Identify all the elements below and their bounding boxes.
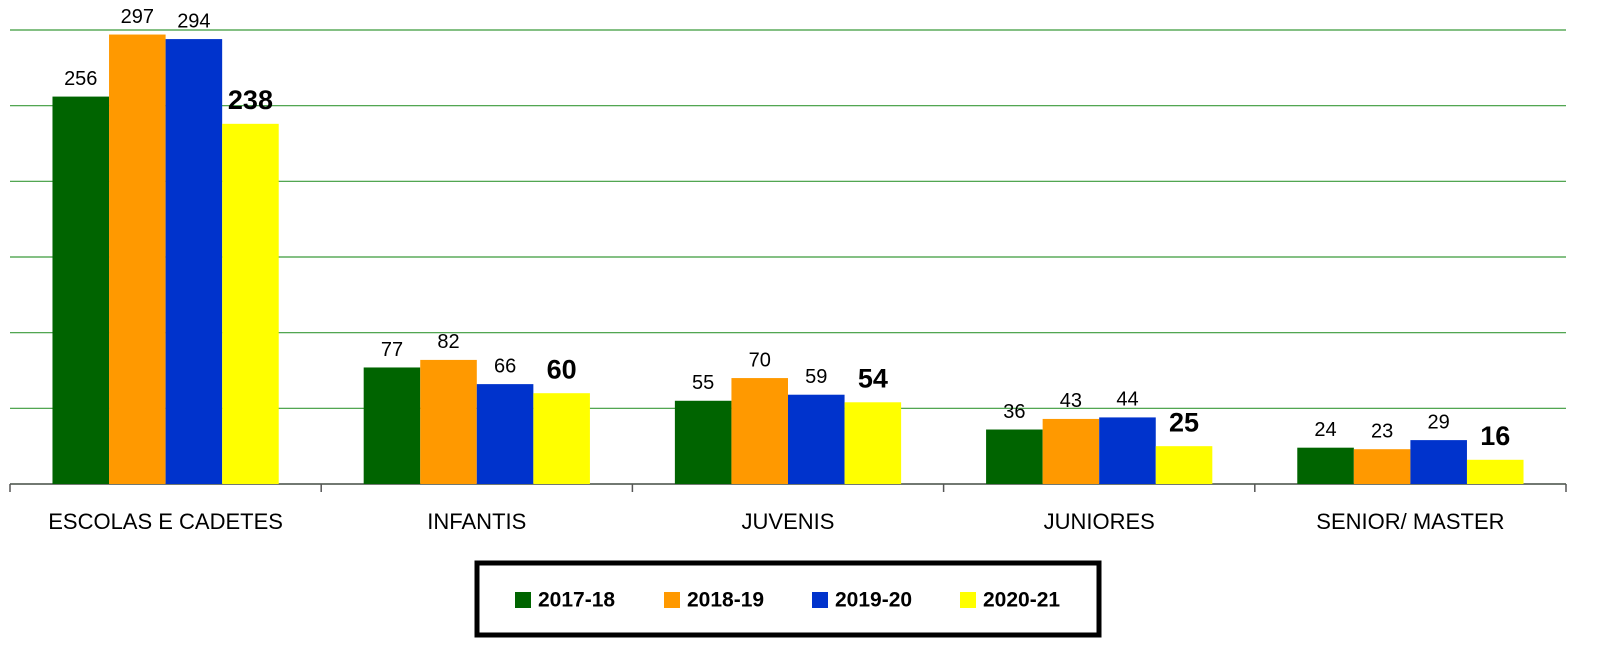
bar (1466, 459, 1524, 484)
legend-swatch (515, 592, 531, 608)
legend-label: 2019-20 (835, 589, 912, 612)
legend-box (474, 560, 1102, 638)
bar (1042, 418, 1100, 484)
legend-swatch (812, 592, 828, 608)
bar (1155, 446, 1213, 484)
data-label: 82 (437, 331, 459, 353)
data-label: 16 (1480, 421, 1510, 451)
legend-label: 2017-18 (538, 589, 615, 612)
bar (788, 394, 845, 484)
bar (533, 393, 590, 484)
data-label: 59 (805, 366, 827, 388)
data-label: 294 (177, 10, 210, 32)
data-label: 29 (1428, 411, 1450, 433)
legend-swatch (960, 592, 976, 608)
x-tick-label: SENIOR/ MASTER (1316, 509, 1504, 534)
bar (1099, 417, 1156, 484)
x-tick-label: INFANTIS (427, 509, 526, 534)
bar (109, 34, 166, 484)
data-label: 24 (1314, 419, 1336, 441)
bar (363, 367, 421, 484)
data-label: 23 (1371, 420, 1393, 442)
legend-swatch (664, 592, 680, 608)
data-label: 256 (64, 68, 97, 90)
data-label: 60 (547, 354, 577, 384)
bar (986, 429, 1043, 484)
bar (222, 123, 279, 485)
data-label: 238 (228, 85, 273, 115)
x-tick-label: ESCOLAS E CADETES (48, 509, 283, 534)
bar (1410, 440, 1467, 484)
bar (420, 359, 477, 484)
bar (165, 39, 223, 485)
data-label: 55 (692, 372, 714, 394)
data-label: 36 (1003, 401, 1025, 423)
bar (52, 96, 110, 484)
bar (1297, 447, 1354, 484)
data-label: 297 (121, 6, 154, 28)
data-label: 66 (494, 355, 516, 377)
bar (476, 384, 534, 484)
x-tick-label: JUVENIS (742, 509, 835, 534)
bar (731, 378, 788, 484)
legend-label: 2020-21 (983, 589, 1060, 612)
bar (674, 400, 732, 484)
data-label: 70 (749, 349, 771, 371)
data-label: 43 (1060, 390, 1082, 412)
data-label: 54 (858, 363, 888, 393)
legend-label: 2018-19 (687, 589, 764, 612)
data-label: 25 (1169, 407, 1199, 437)
data-label: 44 (1116, 389, 1138, 411)
bar (844, 402, 902, 484)
data-label: 77 (381, 339, 403, 361)
bar (1353, 449, 1411, 484)
x-tick-label: JUNIORES (1044, 509, 1155, 534)
